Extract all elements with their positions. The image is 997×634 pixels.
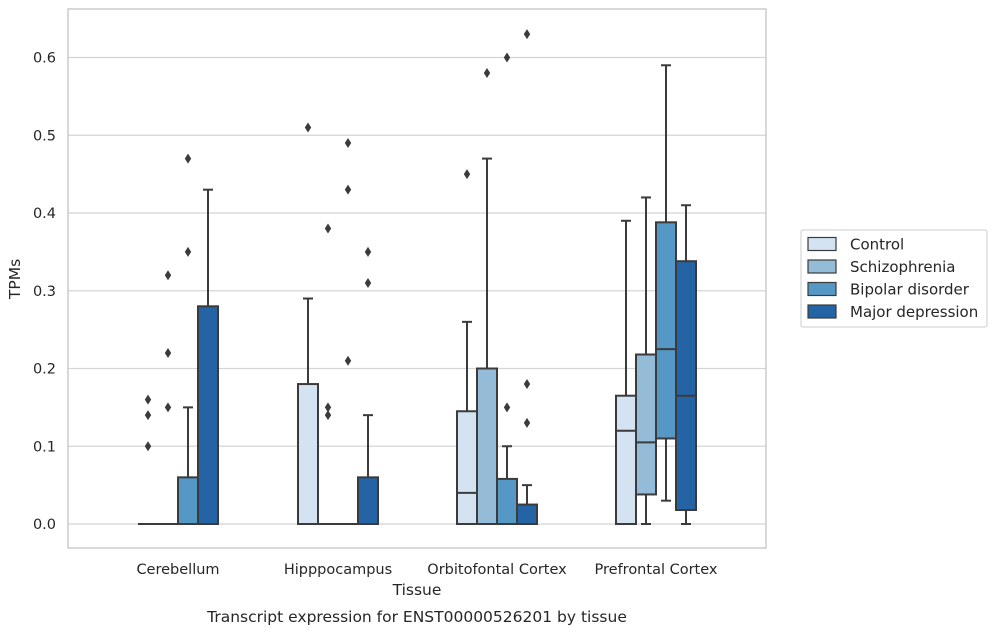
box: [297, 383, 319, 525]
box-plot: [177, 153, 199, 526]
box-plot: [318, 223, 338, 525]
box: [476, 367, 498, 525]
outlier-point: [144, 410, 152, 421]
x-tick-label: Prefrontal Cortex: [595, 562, 718, 578]
outlier-point: [184, 246, 192, 257]
outlier-point: [503, 402, 511, 413]
outlier-point: [523, 417, 531, 428]
outlier-point: [324, 223, 332, 234]
box-plot: [635, 196, 657, 525]
x-tick-label: Orbitofontal Cortex: [427, 562, 567, 578]
outlier-point: [304, 122, 312, 133]
box: [177, 476, 199, 526]
legend-swatch: [807, 281, 837, 297]
box-plot: [138, 394, 158, 525]
outlier-point: [483, 68, 491, 79]
box-plot: [158, 270, 178, 525]
box: [655, 221, 677, 440]
x-axis-label: Tissue: [392, 581, 442, 599]
box: [456, 410, 478, 526]
box-plot: [496, 52, 518, 525]
outlier-point: [324, 410, 332, 421]
box-plot: [456, 169, 478, 526]
box-plot: [476, 68, 498, 525]
legend-label: Schizophrenia: [850, 258, 955, 276]
outlier-point: [344, 138, 352, 149]
outlier-point: [164, 402, 172, 413]
outlier-point: [144, 441, 152, 452]
y-tick-labels: 0.0 0.1 0.2 0.3 0.4 0.5 0.6: [33, 51, 56, 534]
outlier-point: [164, 347, 172, 358]
legend-label: Bipolar disorder: [850, 281, 970, 299]
legend: Control Schizophrenia Bipolar disorder Majo…: [800, 229, 988, 328]
box-plot: [615, 219, 637, 525]
outlier-point: [364, 246, 372, 257]
legend-frame: [800, 229, 988, 328]
box-plot: [516, 29, 538, 525]
box: [635, 353, 657, 496]
y-tick-label: 0.1: [33, 439, 56, 455]
box: [615, 394, 637, 525]
outlier-point: [184, 153, 192, 164]
plot-frame: [67, 8, 767, 549]
box-plot: [197, 188, 219, 525]
box: [197, 305, 219, 525]
x-tick-labels: Cerebellum Hipppocampus Orbitofontal Corte…: [136, 562, 717, 578]
legend-swatch: [807, 259, 837, 274]
outlier-point: [523, 379, 531, 390]
outlier-point: [344, 184, 352, 195]
outlier-point: [344, 355, 352, 366]
box-plot: [357, 246, 379, 526]
outlier-point: [463, 169, 471, 180]
y-tick-label: 0.4: [33, 206, 56, 222]
legend-swatch: [807, 236, 837, 252]
chart-title: Transcript expression for ENST0000052620…: [206, 608, 627, 626]
outlier-point: [324, 402, 332, 413]
legend-label: Major depression: [850, 303, 978, 321]
y-tick-label: 0.6: [33, 51, 56, 67]
outlier-point: [164, 270, 172, 281]
box-plot: [655, 64, 677, 502]
outlier-point: [523, 29, 531, 40]
box: [496, 477, 518, 525]
box-plot: [338, 138, 358, 525]
x-tick-label: Cerebellum: [136, 562, 219, 578]
y-tick-label: 0.2: [33, 362, 56, 378]
box-plot: [297, 122, 319, 525]
legend-swatch: [807, 304, 837, 319]
outlier-point: [144, 394, 152, 405]
box: [357, 476, 379, 526]
legend-label: Control: [850, 236, 904, 254]
grid-lines: [68, 56, 766, 525]
x-tick-label: Hipppocampus: [284, 562, 392, 578]
box-plot: [675, 204, 697, 525]
box-plots: [138, 29, 697, 526]
outlier-point: [364, 277, 372, 288]
y-tick-label: 0.0: [33, 517, 56, 533]
box: [675, 260, 697, 512]
outlier-point: [503, 52, 511, 63]
y-tick-label: 0.3: [33, 284, 56, 300]
box: [516, 503, 538, 525]
y-axis-label: TPMs: [6, 259, 24, 300]
y-tick-label: 0.5: [33, 128, 56, 144]
